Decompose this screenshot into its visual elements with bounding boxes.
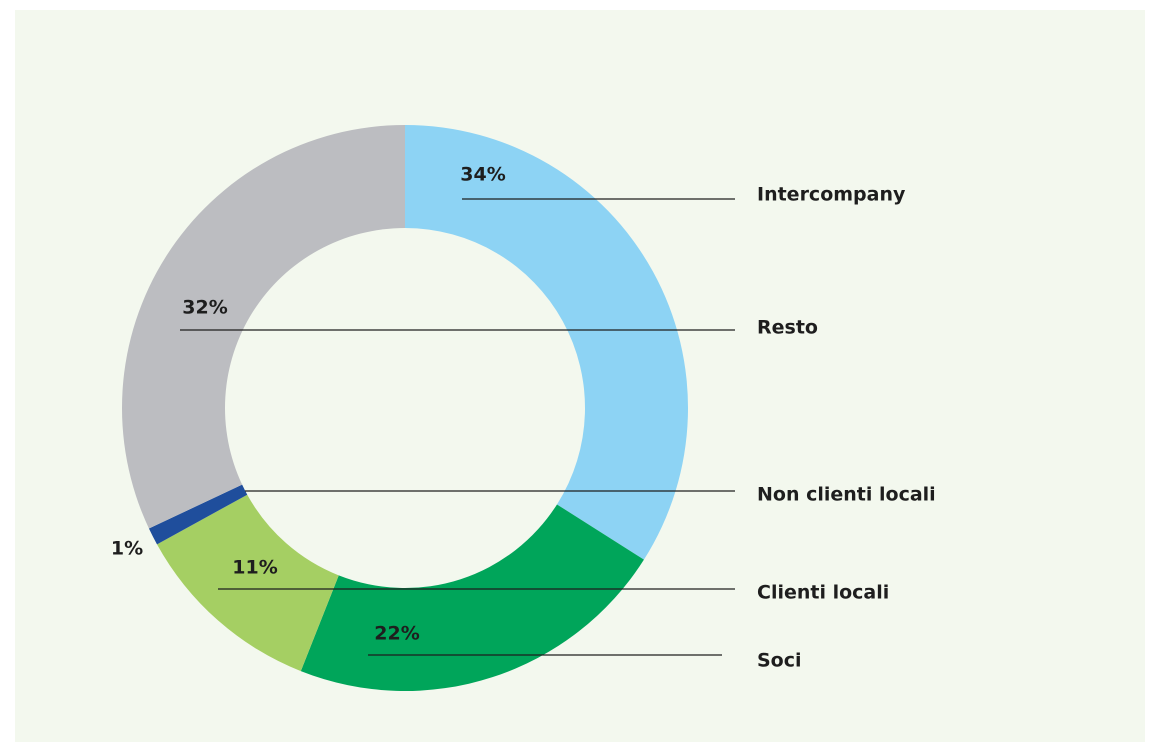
value-label: 34% bbox=[460, 164, 505, 186]
value-label: 32% bbox=[182, 297, 227, 319]
donut-segment bbox=[405, 125, 689, 560]
category-label: Intercompany bbox=[757, 184, 906, 206]
category-label: Non clienti locali bbox=[757, 484, 936, 506]
value-label: 1% bbox=[111, 538, 143, 560]
category-label: Soci bbox=[757, 650, 802, 672]
donut-segment bbox=[148, 484, 248, 545]
category-label: Resto bbox=[757, 317, 818, 339]
donut-segment bbox=[121, 125, 405, 529]
category-label: Clienti locali bbox=[757, 582, 889, 604]
value-label: 22% bbox=[374, 623, 419, 645]
donut-segment bbox=[157, 494, 339, 672]
value-label: 11% bbox=[232, 557, 277, 579]
donut-segment bbox=[300, 504, 644, 691]
